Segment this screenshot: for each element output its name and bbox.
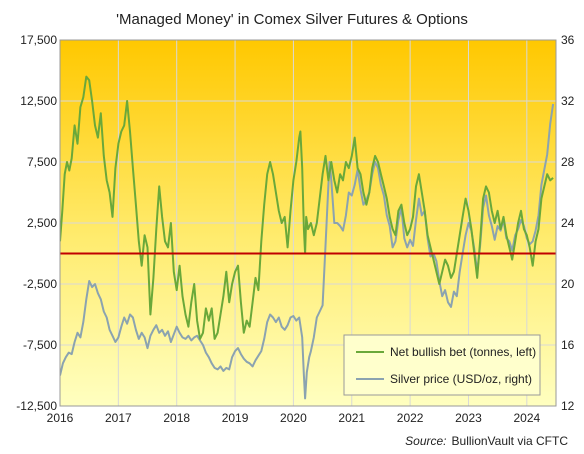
y-right-tick-label: 24 xyxy=(561,216,575,230)
x-axis: 2016 2017 2018 2019 2020 2021 2022 2023 2024 xyxy=(47,411,541,425)
y-left-tick-label: -12,500 xyxy=(16,399,57,413)
x-tick-label: 2024 xyxy=(513,411,540,425)
legend: Net bullish bet (tonnes, left) Silver pr… xyxy=(343,334,541,396)
series-layer xyxy=(60,75,555,400)
chart-title: 'Managed Money' in Comex Silver Futures … xyxy=(116,11,468,28)
left-axis: 17,500 12,500 7,500 2,500 -2,500 -7,500 -12,50… xyxy=(16,33,57,413)
legend-label-net-bullish: Net bullish bet (tonnes, left) xyxy=(390,345,536,359)
legend-box xyxy=(343,334,541,396)
plot-border xyxy=(59,39,557,407)
right-axis: 36 32 28 24 20 16 12 xyxy=(561,33,575,413)
x-tick-label: 2017 xyxy=(105,411,132,425)
y-left-tick-label: 17,500 xyxy=(20,33,57,47)
silver-price-line xyxy=(60,103,555,400)
y-right-tick-label: 16 xyxy=(561,338,575,352)
legend-label-silver-price: Silver price (USD/oz, right) xyxy=(390,372,532,386)
y-right-tick-label: 32 xyxy=(561,94,575,108)
x-tick-label: 2022 xyxy=(397,411,424,425)
y-right-tick-label: 12 xyxy=(561,399,575,413)
x-tick-label: 2023 xyxy=(455,411,482,425)
y-left-tick-label: 12,500 xyxy=(20,94,57,108)
source-note: Source: BullionVault via CFTC xyxy=(405,434,568,448)
source-label: Source: xyxy=(405,434,446,448)
x-tick-label: 2019 xyxy=(222,411,249,425)
x-tick-label: 2020 xyxy=(280,411,307,425)
x-tick-label: 2021 xyxy=(338,411,365,425)
y-right-tick-label: 28 xyxy=(561,155,575,169)
y-left-tick-label: -2,500 xyxy=(23,277,57,291)
net-bullish-line xyxy=(60,75,554,340)
y-left-tick-label: 2,500 xyxy=(27,216,57,230)
y-right-tick-label: 20 xyxy=(561,277,575,291)
y-right-tick-label: 36 xyxy=(561,33,575,47)
y-left-tick-label: 7,500 xyxy=(27,155,57,169)
source-text: BullionVault via CFTC xyxy=(452,434,569,448)
x-tick-label: 2016 xyxy=(47,411,74,425)
x-tick-label: 2018 xyxy=(163,411,190,425)
y-left-tick-label: -7,500 xyxy=(23,338,57,352)
